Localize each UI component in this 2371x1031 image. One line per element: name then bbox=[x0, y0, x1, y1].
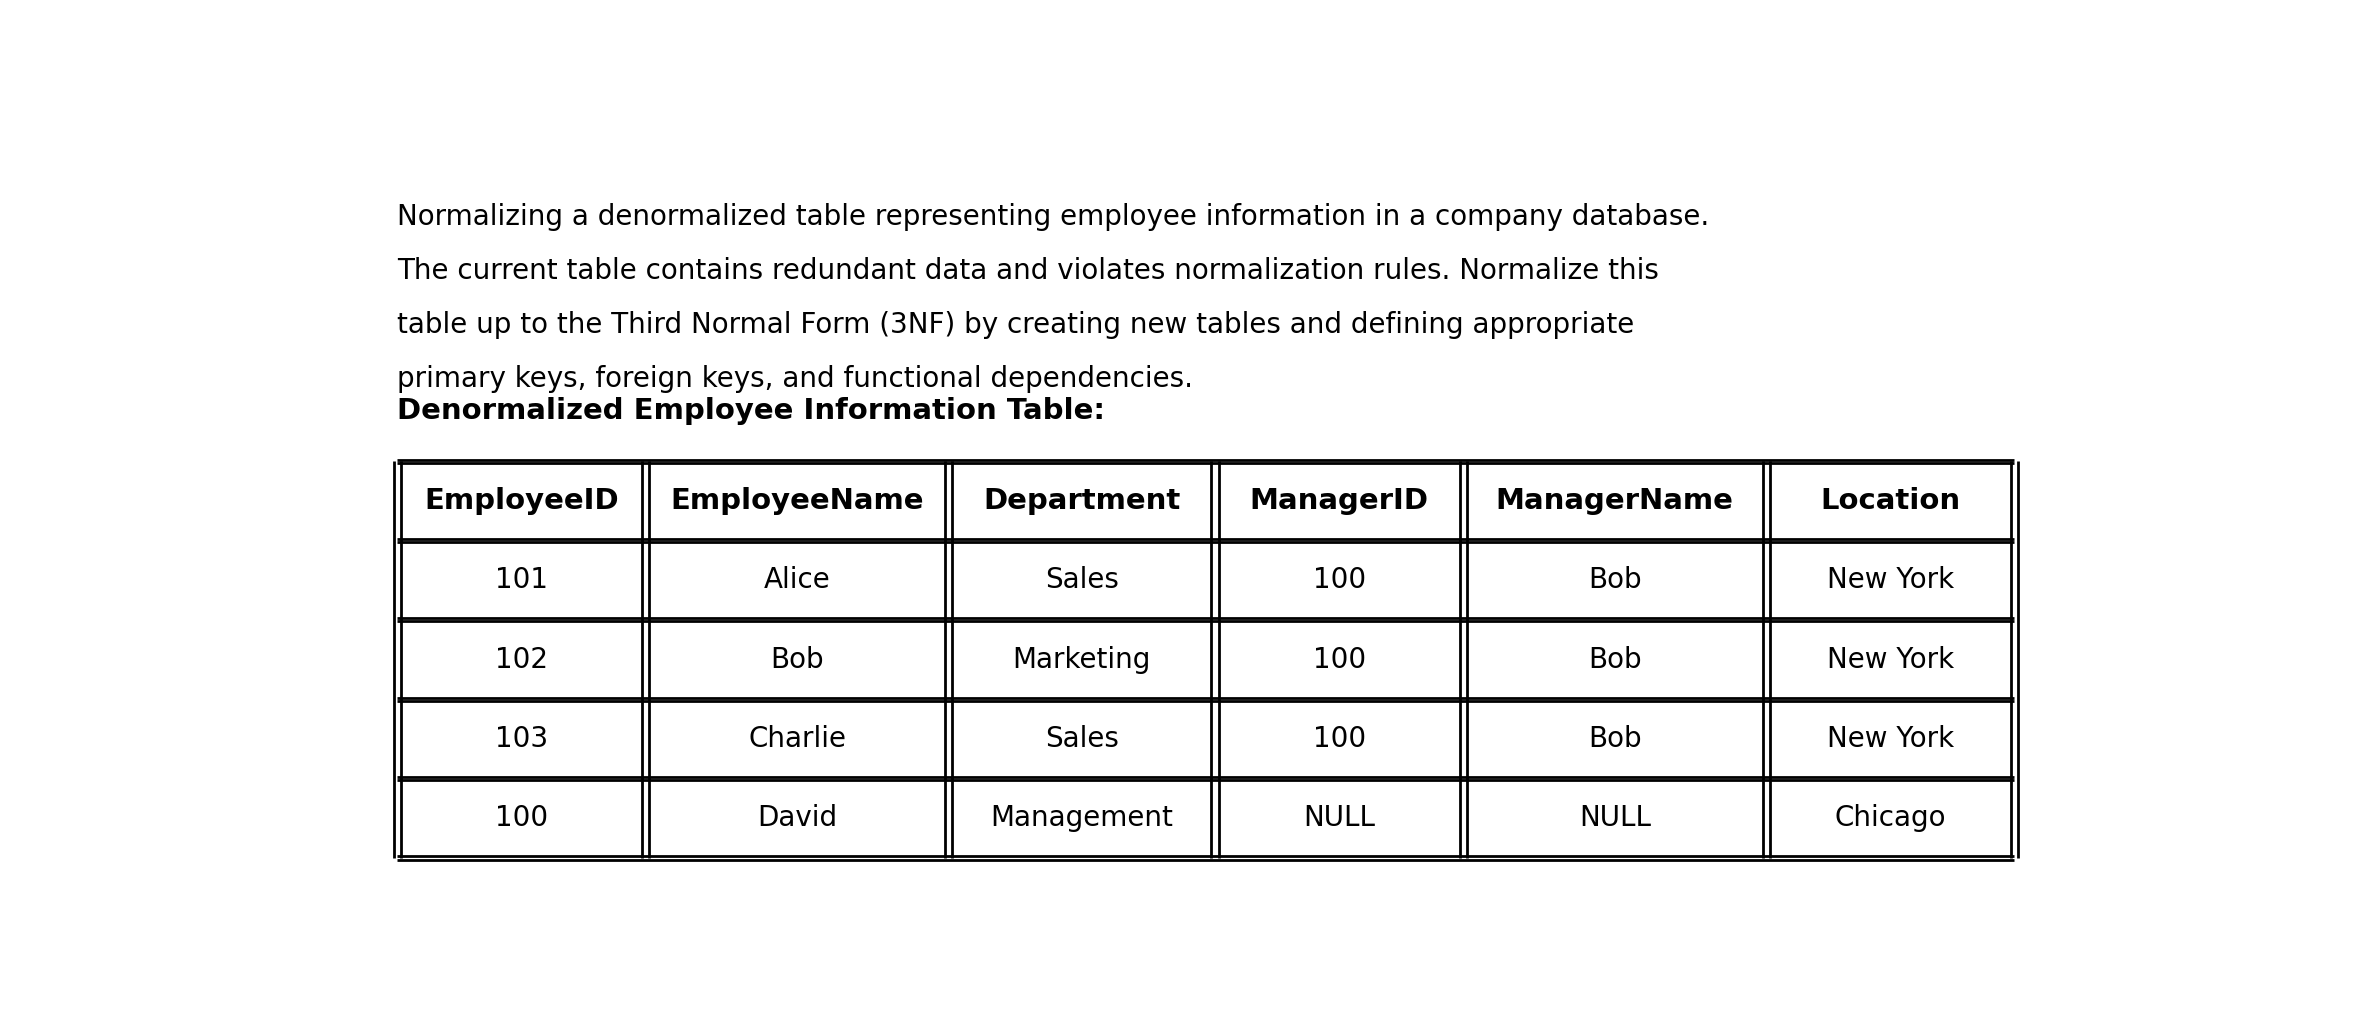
Text: New York: New York bbox=[1828, 566, 1954, 594]
Text: EmployeeName: EmployeeName bbox=[671, 487, 925, 514]
Text: Bob: Bob bbox=[771, 645, 823, 673]
Text: primary keys, foreign keys, and functional dependencies.: primary keys, foreign keys, and function… bbox=[398, 365, 1193, 393]
Text: Normalizing a denormalized table representing employee information in a company : Normalizing a denormalized table represe… bbox=[398, 203, 1709, 231]
Text: 102: 102 bbox=[496, 645, 548, 673]
Text: New York: New York bbox=[1828, 645, 1954, 673]
Text: 101: 101 bbox=[496, 566, 548, 594]
Text: Chicago: Chicago bbox=[1835, 804, 1947, 832]
Text: ManagerName: ManagerName bbox=[1496, 487, 1733, 514]
Text: NULL: NULL bbox=[1579, 804, 1650, 832]
Text: The current table contains redundant data and violates normalization rules. Norm: The current table contains redundant dat… bbox=[398, 257, 1660, 286]
Text: New York: New York bbox=[1828, 725, 1954, 753]
Text: 103: 103 bbox=[496, 725, 548, 753]
Text: Bob: Bob bbox=[1589, 725, 1641, 753]
Text: 100: 100 bbox=[1314, 645, 1366, 673]
Text: Location: Location bbox=[1821, 487, 1961, 514]
Text: Bob: Bob bbox=[1589, 645, 1641, 673]
Text: NULL: NULL bbox=[1304, 804, 1375, 832]
Text: 100: 100 bbox=[1314, 566, 1366, 594]
Text: ManagerID: ManagerID bbox=[1250, 487, 1430, 514]
Text: Sales: Sales bbox=[1046, 725, 1119, 753]
Text: Management: Management bbox=[991, 804, 1174, 832]
Text: table up to the Third Normal Form (3NF) by creating new tables and defining appr: table up to the Third Normal Form (3NF) … bbox=[398, 311, 1634, 339]
Text: EmployeeID: EmployeeID bbox=[424, 487, 619, 514]
Text: Department: Department bbox=[984, 487, 1181, 514]
Text: Sales: Sales bbox=[1046, 566, 1119, 594]
Text: David: David bbox=[756, 804, 837, 832]
Text: 100: 100 bbox=[496, 804, 548, 832]
Text: Alice: Alice bbox=[763, 566, 830, 594]
Text: 100: 100 bbox=[1314, 725, 1366, 753]
Text: Bob: Bob bbox=[1589, 566, 1641, 594]
Text: Marketing: Marketing bbox=[1012, 645, 1150, 673]
Text: Charlie: Charlie bbox=[749, 725, 846, 753]
Text: Denormalized Employee Information Table:: Denormalized Employee Information Table: bbox=[398, 397, 1105, 426]
